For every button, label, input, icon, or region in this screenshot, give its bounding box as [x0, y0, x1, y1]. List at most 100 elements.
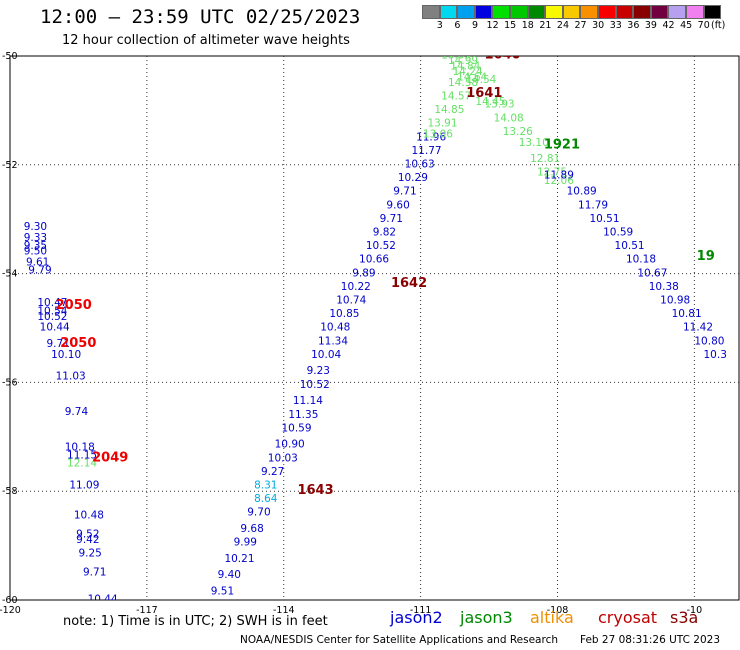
wave-height-point: 14.99: [448, 55, 478, 67]
color-scale-cell: [457, 5, 475, 19]
wave-height-point: 10.59: [281, 422, 311, 434]
y-tick-label: -50: [2, 51, 18, 62]
wave-height-point: 10.03: [268, 452, 298, 464]
wave-height-point: 14.58: [448, 77, 478, 89]
color-scale-cell: [439, 5, 458, 19]
wave-height-point: 9.42: [76, 534, 99, 546]
wave-height-point: 14.64: [457, 71, 487, 83]
color-scale-label: 6: [454, 20, 461, 31]
color-scale-label: 42: [662, 20, 675, 31]
wave-height-point: 10.80: [694, 335, 724, 347]
time-label: 1642: [391, 276, 427, 291]
wave-height-point: 9.89: [352, 267, 375, 279]
color-scale-cell: [527, 5, 546, 19]
wave-height-point: 11.14: [293, 395, 323, 407]
wave-height-point: 13.93: [485, 99, 515, 111]
wave-height-point: 14.85: [434, 104, 464, 116]
color-scale-label: 27: [574, 20, 587, 31]
wave-height-point: 10.48: [320, 322, 350, 334]
color-scale-cell: [474, 5, 493, 19]
color-scale-bar: [422, 5, 722, 19]
legend-item-cryosat: cryosat: [598, 608, 658, 627]
wave-height-point: 10.04: [311, 349, 341, 361]
plot-frame: [9, 55, 740, 601]
x-tick-label: -117: [136, 605, 158, 616]
wave-height-point: 11.96: [416, 131, 446, 143]
wave-height-point: 10.44: [88, 594, 118, 606]
wave-height-point: 10.3: [704, 349, 727, 361]
wave-height-point: 10.51: [589, 213, 619, 225]
color-scale-cell: [615, 5, 634, 19]
wave-height-point: 10.85: [329, 308, 359, 320]
wave-height-point: 9.30: [24, 221, 47, 233]
wave-height-point: 14.24: [453, 66, 483, 78]
wave-height-point: 10.51: [615, 240, 645, 252]
color-scale-label: 45: [680, 20, 693, 31]
wave-height-point: 8.69: [190, 629, 213, 641]
color-scale-cell: [580, 5, 598, 19]
wave-height-point: 9.79: [28, 265, 51, 277]
wave-height-point: 10.59: [603, 227, 633, 239]
wave-height-point: 11.77: [412, 145, 442, 157]
wave-height-point: 10.29: [398, 172, 428, 184]
wave-height-point: 9.40: [218, 569, 241, 581]
wave-height-point: 11.09: [69, 479, 99, 491]
wave-height-point: 9.71: [83, 567, 106, 579]
color-scale-cell: [422, 5, 440, 19]
color-scale-unit: (ft): [711, 20, 726, 31]
color-scale-label: 33: [609, 20, 622, 31]
wave-height-point: 13.26: [503, 126, 533, 138]
y-tick-label: -54: [2, 269, 18, 280]
color-scale-cell: [509, 5, 528, 19]
y-tick-label: -60: [2, 595, 18, 606]
wave-height-point: 11.35: [288, 409, 318, 421]
wave-height-point: 12.81: [530, 153, 560, 165]
wave-height-point: 10.90: [275, 439, 305, 451]
wave-height-point: 11.89: [544, 169, 574, 181]
wave-height-point: 9.60: [204, 599, 227, 611]
wave-height-point: 9.68: [240, 523, 263, 535]
wave-height-point: 13.06: [423, 129, 453, 141]
wave-height-point: 10.48: [74, 509, 104, 521]
wave-height-point: 12.06: [544, 175, 574, 187]
credit-line: NOAA/NESDIS Center for Satellite Applica…: [240, 634, 558, 646]
wave-height-point: 9.70: [247, 507, 270, 519]
wave-height-point: 10.18: [65, 441, 95, 453]
x-tick-label: -111: [410, 605, 432, 616]
wave-height-point: 14.08: [494, 112, 524, 124]
wave-height-point: 9.82: [373, 227, 396, 239]
color-scale-label: 30: [592, 20, 605, 31]
wave-height-point: 10.22: [341, 281, 371, 293]
wave-height-point: 9.12: [183, 645, 206, 650]
wave-height-point: 10.81: [672, 308, 702, 320]
time-label: 2050: [60, 336, 96, 351]
wave-height-point: 11.03: [56, 371, 86, 383]
wave-height-point: 14.45: [475, 96, 505, 108]
wave-height-point: 13.10: [519, 137, 549, 149]
wave-height-point: 10.52: [37, 311, 67, 323]
legend-item-jason3: jason3: [460, 608, 513, 627]
color-scale-cell: [650, 5, 669, 19]
color-scale-cell: [703, 5, 722, 19]
wave-height-point: 10.38: [649, 281, 679, 293]
color-scale-cell: [562, 5, 581, 19]
chart-subtitle: 12 hour collection of altimeter wave hei…: [62, 33, 350, 48]
wave-height-point: 10.47: [37, 297, 67, 309]
data-points-group: 9.309.339.359.509.619.7910.4710.5410.521…: [24, 50, 727, 650]
wave-height-point: 10.98: [660, 295, 690, 307]
wave-height-point: 15.03: [441, 50, 471, 62]
time-label: 1921: [544, 137, 580, 152]
wave-height-point: 10.44: [40, 322, 70, 334]
wave-height-point: 9.50: [24, 246, 47, 258]
color-scale-cell: [545, 5, 563, 19]
y-tick-label: -56: [2, 377, 18, 388]
wave-height-point: 11.15: [67, 450, 97, 462]
time-label: 19: [697, 249, 715, 264]
wave-height-point: 10.52: [300, 379, 330, 391]
time-label: 2050: [56, 298, 92, 313]
wave-height-point: 12.14: [67, 458, 97, 470]
x-tick-label: -108: [547, 605, 569, 616]
color-scale-label: 39: [644, 20, 657, 31]
wave-height-point: 11.42: [683, 322, 713, 334]
